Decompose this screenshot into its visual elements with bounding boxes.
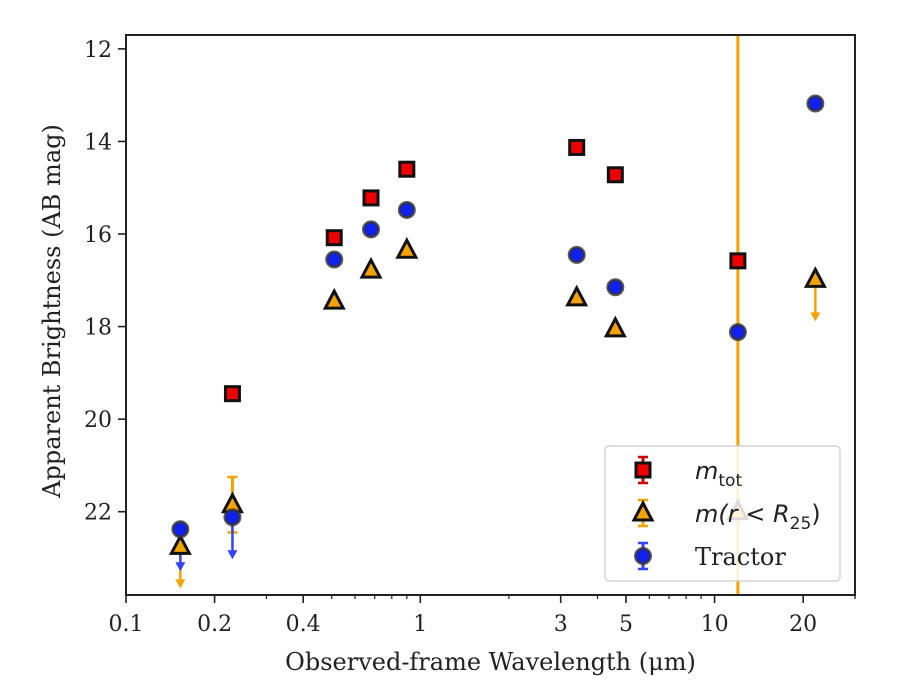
legend-label: m(r < R25): [695, 500, 821, 534]
square-marker: [729, 252, 747, 270]
legend: mtot m(r < R25) Tractor: [604, 445, 841, 582]
legend-item: Tractor: [634, 541, 786, 571]
y-tick-label: 14: [84, 130, 112, 155]
square-marker: [325, 229, 343, 247]
legend-box: [604, 445, 841, 582]
x-tick-label: 5: [619, 612, 633, 637]
limit-arrow-head: [810, 312, 821, 322]
y-tick-label: 20: [84, 408, 112, 433]
legend-label-subscript: tot: [718, 471, 742, 491]
y-tick-label: 12: [84, 38, 112, 63]
square-marker: [223, 385, 241, 403]
triangle-marker: [395, 237, 419, 259]
x-tick-label: 0.1: [109, 612, 144, 637]
limit-arrow-head: [227, 550, 238, 560]
legend-label: Tractor: [695, 543, 786, 571]
legend-circle-marker: [634, 547, 652, 565]
x-tick-label: 0.4: [286, 612, 321, 637]
legend-item: m(r < R25): [631, 498, 821, 534]
plot-frame: [125, 34, 856, 596]
triangle-marker: [168, 533, 192, 555]
y-axis-label: Apparent Brightness (AB mag): [38, 124, 66, 499]
axes-layer: [125, 34, 856, 596]
triangle-marker: [603, 315, 627, 338]
square-marker: [568, 138, 586, 156]
limit-arrow-head: [175, 579, 186, 589]
x-tick-label: 1: [413, 612, 427, 637]
legend-item: mtot: [634, 455, 742, 491]
circle-marker: [223, 508, 242, 527]
y-tick-label: 16: [84, 223, 112, 248]
x-tick-label: 3: [554, 612, 568, 637]
x-tick-label: 0.2: [197, 612, 232, 637]
y-tick-label: 18: [84, 316, 112, 341]
legend-triangle-marker: [631, 499, 655, 522]
legend-label: mtot: [695, 457, 742, 491]
square-marker: [606, 166, 624, 184]
legend-square-marker: [634, 461, 652, 479]
circle-marker: [606, 278, 625, 297]
square-marker: [398, 160, 416, 178]
circle-marker: [728, 323, 747, 342]
limit-arrow-head: [175, 562, 186, 572]
circle-marker: [171, 520, 190, 539]
triangle-marker: [803, 266, 827, 288]
x-axis-label: Observed-frame Wavelength (μm): [285, 648, 696, 676]
x-tick-label: 20: [789, 612, 817, 637]
circle-marker: [397, 200, 416, 219]
legend-label-main: m: [695, 457, 718, 485]
legend-label-suffix: ): [811, 500, 820, 528]
markers-layer: [168, 94, 827, 555]
ticks-layer: 0.1 0.2 0.4 1 3 5 10 20 12 14 16 18 20 22: [84, 38, 856, 637]
legend-label-main: m(r < R: [695, 500, 790, 528]
triangle-marker: [322, 287, 346, 310]
legend-label-main: Tractor: [695, 543, 786, 571]
triangle-marker: [359, 256, 383, 279]
circle-marker: [362, 220, 381, 239]
square-marker: [362, 189, 380, 207]
circle-marker: [806, 94, 825, 113]
triangle-marker: [565, 284, 589, 307]
circle-marker: [325, 250, 344, 269]
y-tick-label: 22: [84, 501, 112, 526]
legend-label-subscript: 25: [790, 514, 812, 534]
circle-marker: [567, 245, 586, 264]
x-tick-label: 10: [701, 612, 729, 637]
